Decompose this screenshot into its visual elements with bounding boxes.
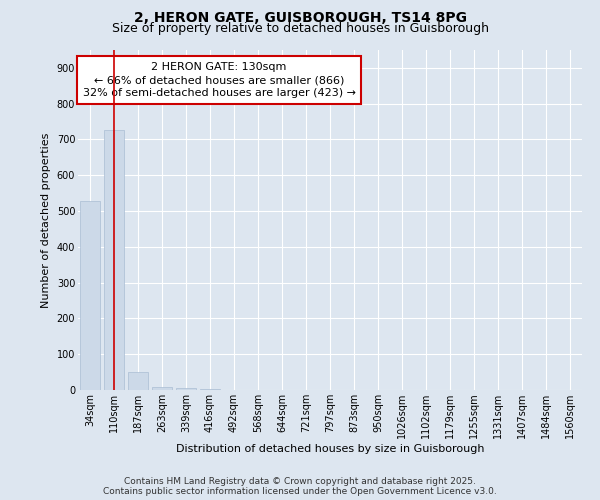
Bar xyxy=(80,202,100,390)
Bar xyxy=(200,389,220,390)
Bar xyxy=(176,388,196,390)
Bar xyxy=(104,130,124,390)
Text: Size of property relative to detached houses in Guisborough: Size of property relative to detached ho… xyxy=(112,22,488,35)
Y-axis label: Number of detached properties: Number of detached properties xyxy=(41,132,51,308)
Text: 2, HERON GATE, GUISBOROUGH, TS14 8PG: 2, HERON GATE, GUISBOROUGH, TS14 8PG xyxy=(133,11,467,25)
Bar xyxy=(128,372,148,390)
Text: 2 HERON GATE: 130sqm
← 66% of detached houses are smaller (866)
32% of semi-deta: 2 HERON GATE: 130sqm ← 66% of detached h… xyxy=(83,62,356,98)
Bar xyxy=(152,387,172,390)
X-axis label: Distribution of detached houses by size in Guisborough: Distribution of detached houses by size … xyxy=(176,444,484,454)
Text: Contains HM Land Registry data © Crown copyright and database right 2025.
Contai: Contains HM Land Registry data © Crown c… xyxy=(103,476,497,496)
